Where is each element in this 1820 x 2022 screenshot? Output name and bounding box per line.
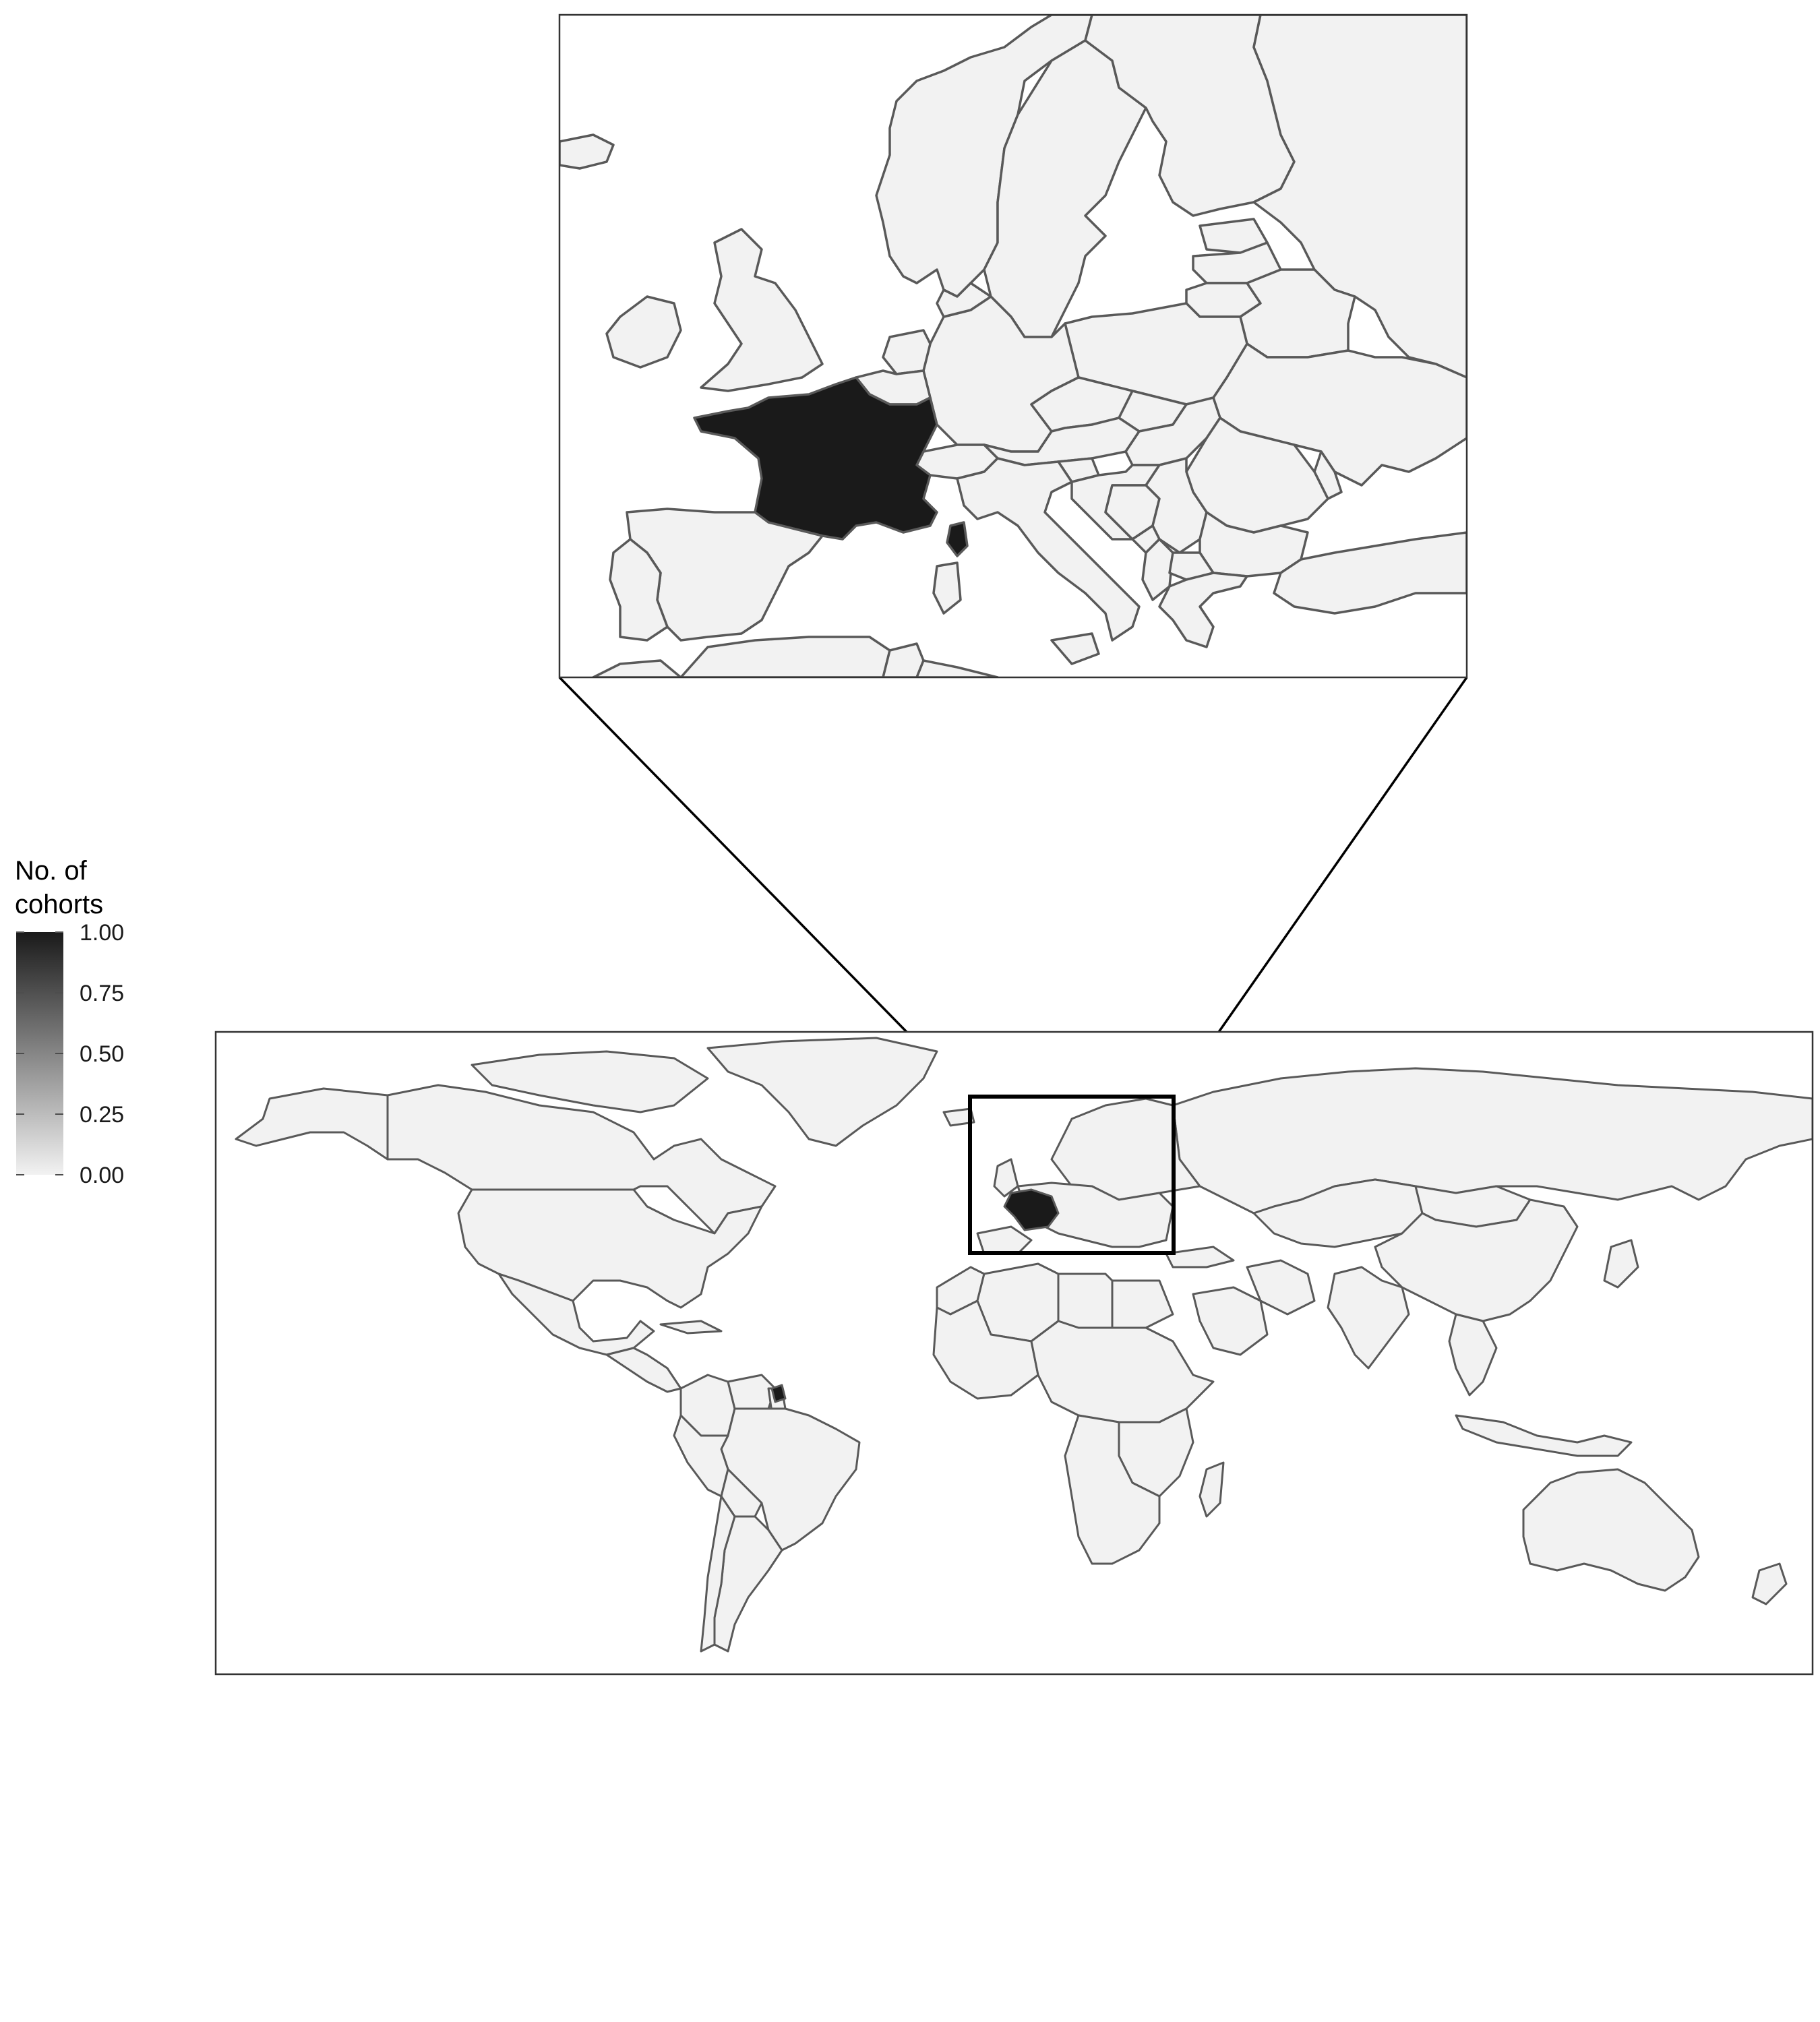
country-saudi-arabia bbox=[1192, 1286, 1269, 1356]
europe-inset-map bbox=[558, 13, 1468, 679]
country-french-guiana bbox=[770, 1384, 787, 1403]
country-egypt bbox=[1111, 1279, 1174, 1329]
country-madagascar bbox=[1199, 1461, 1225, 1518]
legend-title-line2: cohorts bbox=[15, 890, 103, 919]
country-united-kingdom bbox=[700, 228, 824, 392]
europe-zoom-box bbox=[968, 1095, 1176, 1255]
legend: No. of cohorts 0.00 0.25 0.50 0.75 1.00 bbox=[15, 856, 124, 1188]
legend-title-line1: No. of bbox=[15, 856, 88, 886]
country-iberia bbox=[976, 1225, 1033, 1255]
country-france bbox=[693, 376, 938, 541]
zoom-connector-left bbox=[558, 676, 971, 1098]
country-sicily bbox=[1050, 632, 1100, 665]
country-mexico bbox=[497, 1273, 655, 1356]
country-new-zealand bbox=[1751, 1562, 1788, 1605]
legend-tick-label-0: 0.00 bbox=[80, 1163, 124, 1188]
legend-tick-label-3: 0.75 bbox=[80, 981, 124, 1006]
country-chile bbox=[700, 1495, 736, 1653]
country-cuba bbox=[659, 1320, 723, 1335]
country-france bbox=[1003, 1188, 1060, 1231]
country-corsica bbox=[946, 521, 969, 557]
country-indonesia bbox=[1455, 1414, 1633, 1457]
country-italy bbox=[956, 457, 1141, 642]
country-turkey bbox=[1273, 531, 1467, 615]
world-map bbox=[214, 1031, 1814, 1676]
legend-ticks bbox=[16, 931, 63, 1175]
country-moldova bbox=[1313, 450, 1343, 500]
country-libya bbox=[1057, 1273, 1120, 1329]
country-turkey bbox=[1165, 1246, 1235, 1268]
country-netherlands bbox=[882, 329, 932, 375]
country-central-africa bbox=[1030, 1320, 1215, 1423]
country-greenland bbox=[706, 1037, 938, 1147]
country-usa-alaska bbox=[235, 1087, 389, 1161]
country-portugal bbox=[609, 538, 669, 642]
zoom-connector-right bbox=[1172, 676, 1468, 1098]
country-serbia bbox=[1145, 457, 1208, 554]
country-canada-islands bbox=[471, 1050, 709, 1113]
country-denmark bbox=[936, 282, 992, 318]
inset-frame bbox=[558, 13, 1468, 679]
country-iceland bbox=[942, 1107, 975, 1127]
country-japan bbox=[1603, 1239, 1639, 1289]
country-tunisia bbox=[882, 642, 925, 677]
country-australia bbox=[1522, 1468, 1700, 1592]
country-southeast-asia bbox=[1448, 1313, 1498, 1397]
country-greece bbox=[1158, 572, 1248, 648]
country-libya bbox=[915, 659, 999, 677]
country-southern-africa bbox=[1064, 1414, 1161, 1565]
country-india bbox=[1327, 1266, 1410, 1370]
country-uk bbox=[993, 1158, 1019, 1198]
country-sardinia bbox=[932, 561, 962, 615]
country-usa bbox=[457, 1188, 763, 1309]
country-morocco bbox=[592, 659, 682, 677]
legend-tick-label-2: 0.50 bbox=[80, 1041, 124, 1067]
country-iceland bbox=[559, 133, 615, 170]
world-frame bbox=[214, 1031, 1814, 1676]
legend-tick-label-1: 0.25 bbox=[80, 1102, 124, 1128]
country-ireland bbox=[605, 295, 682, 369]
legend-tick-label-4: 1.00 bbox=[80, 920, 124, 946]
